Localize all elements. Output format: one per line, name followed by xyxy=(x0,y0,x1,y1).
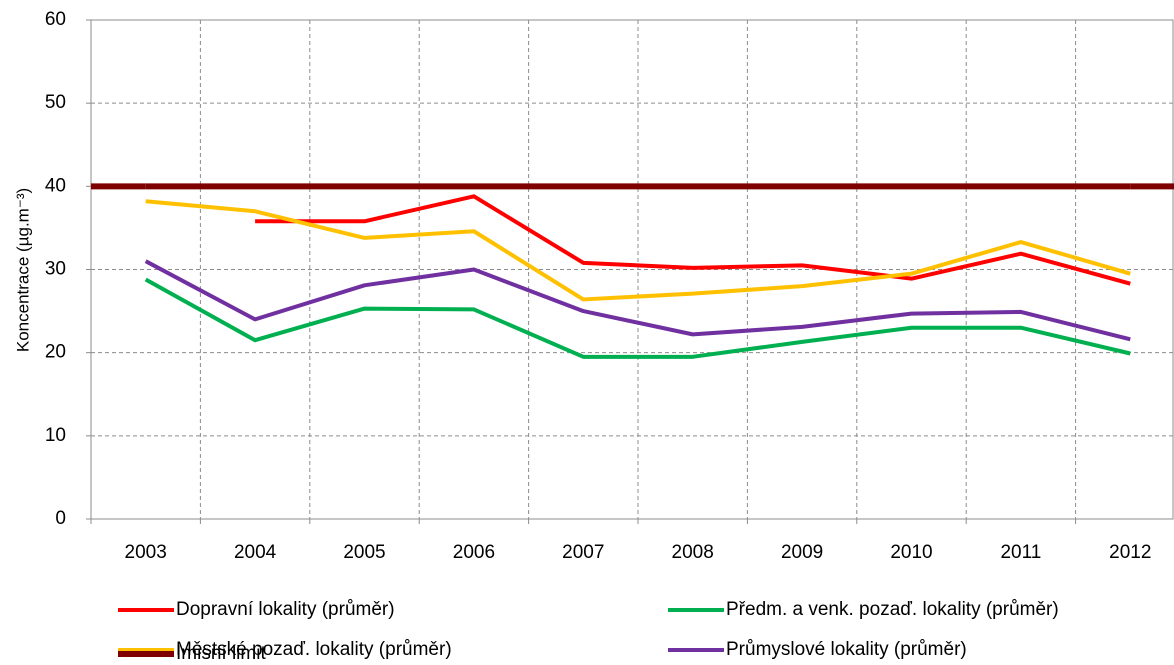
legend-label: Imisní limit xyxy=(176,643,266,664)
y-tick-label: 40 xyxy=(45,175,66,196)
x-tick-label: 2011 xyxy=(1000,542,1041,563)
x-tick-label: 2012 xyxy=(1109,542,1151,563)
y-tick-label: 0 xyxy=(55,508,66,529)
x-tick-label: 2008 xyxy=(672,542,714,563)
x-tick-label: 2007 xyxy=(562,542,604,563)
legend-label: Dopravní lokality (průměr) xyxy=(176,599,395,620)
series-line xyxy=(145,199,1131,302)
series-line xyxy=(255,194,1131,286)
y-tick-label: 30 xyxy=(45,259,66,280)
x-tick-label: 2003 xyxy=(125,542,167,563)
y-axis-label: Koncentrace (µg.m⁻³) xyxy=(13,188,32,352)
series-line xyxy=(144,277,1131,359)
legend-label: Průmyslové lokality (průměr) xyxy=(726,639,967,660)
y-tick-label: 20 xyxy=(45,342,66,363)
x-tick-label: 2005 xyxy=(343,542,385,563)
y-tick-label: 10 xyxy=(45,425,66,446)
y-tick-label: 60 xyxy=(45,9,66,30)
x-tick-label: 2009 xyxy=(781,542,823,563)
x-tick-label: 2006 xyxy=(453,542,495,563)
plot-border xyxy=(90,19,1174,520)
legend-label: Městské pozaď. lokality (průměr) xyxy=(176,639,452,660)
series-line xyxy=(144,259,1131,342)
y-tick-label: 50 xyxy=(45,92,66,113)
x-tick-label: 2010 xyxy=(890,542,932,563)
x-tick-label: 2004 xyxy=(234,542,277,563)
legend-label: Předm. a venk. pozaď. lokality (průměr) xyxy=(726,599,1059,620)
